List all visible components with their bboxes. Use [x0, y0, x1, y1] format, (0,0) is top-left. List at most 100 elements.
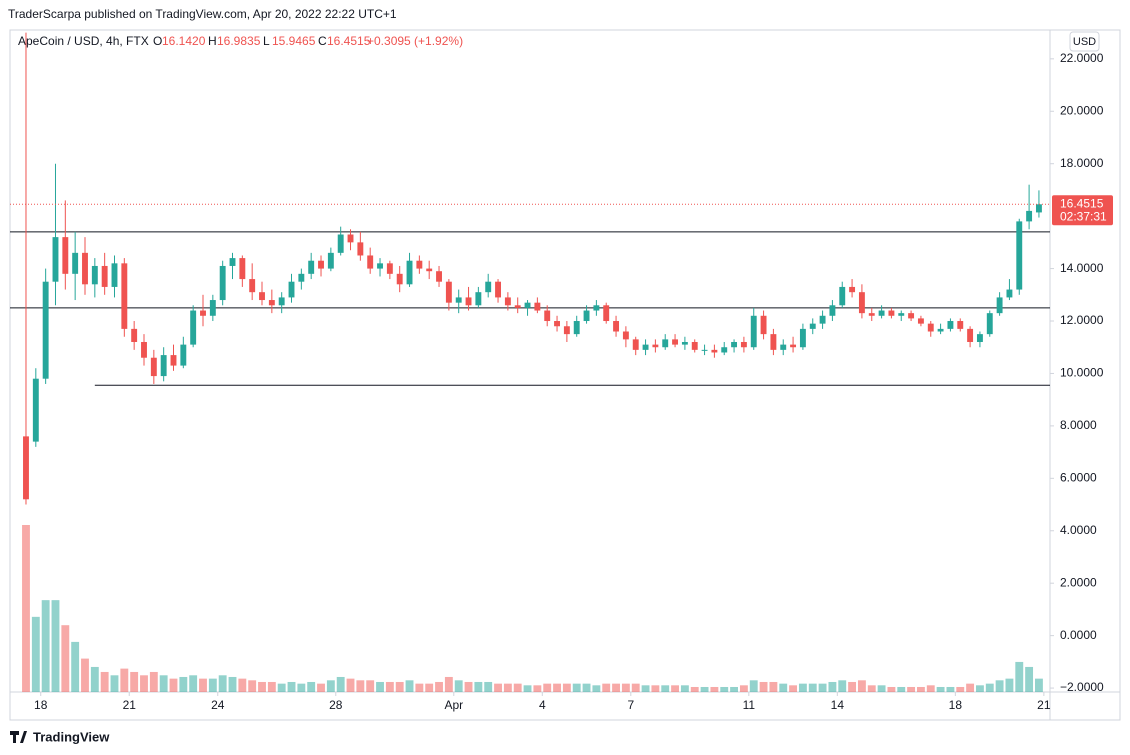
volume-bar [1005, 678, 1014, 692]
candle-body [160, 355, 167, 377]
candle-body [416, 260, 423, 269]
candle-body [554, 321, 560, 327]
volume-bar [356, 680, 365, 692]
candle-body [632, 339, 639, 350]
candle-body [986, 313, 993, 335]
currency[interactable]: USD [1073, 36, 1096, 48]
candle-body [967, 328, 974, 342]
candle-body [839, 286, 846, 306]
y-tick-label: 14.0000 [1060, 261, 1104, 275]
candle-body [386, 263, 393, 274]
volume-bar [523, 685, 532, 692]
ohlc-value: 16.9835 [217, 34, 261, 48]
candle-body [927, 323, 934, 332]
candle-body [514, 305, 521, 308]
candle-body [1026, 210, 1033, 222]
candle-body [740, 341, 747, 348]
candle-body [947, 321, 954, 329]
candle-body [396, 273, 403, 285]
volume-bar [454, 680, 463, 692]
volume-bar [366, 680, 375, 692]
x-tick-label: 28 [329, 698, 343, 712]
volume-bar [81, 658, 89, 692]
candle-body [1016, 221, 1023, 290]
volume-bar [838, 680, 847, 692]
y-tick-label: 0.0000 [1060, 628, 1097, 642]
y-tick-label: 12.0000 [1060, 313, 1104, 327]
candle-body [573, 321, 580, 335]
volume-bar [828, 681, 837, 692]
candle-body [249, 279, 256, 293]
candle-body [209, 300, 216, 316]
candle-body [495, 281, 501, 298]
x-tick-label: 24 [211, 698, 225, 712]
volume-bar [22, 525, 30, 692]
candle-body [91, 265, 98, 285]
volume-bar [435, 681, 443, 692]
candle-body [485, 281, 492, 293]
volume-bar [317, 683, 325, 692]
volume-bar [159, 675, 168, 692]
volume-bar [956, 686, 965, 692]
candle-body [268, 300, 275, 306]
candle-body [23, 436, 29, 500]
candle-body [475, 292, 482, 306]
candle-body [829, 305, 836, 316]
volume-bar [779, 683, 788, 692]
candle-body [219, 265, 226, 301]
candle-body [1006, 289, 1013, 298]
volume-bar [966, 683, 975, 692]
volume-bar [326, 680, 335, 692]
currency-button[interactable] [1069, 31, 1100, 52]
volume-bar [395, 681, 404, 692]
volume-bar [759, 681, 768, 692]
candle-body [377, 263, 383, 269]
candle-body [868, 313, 875, 316]
candle-body [613, 321, 620, 332]
x-tick-label: 14 [831, 698, 845, 712]
volume-bar [818, 683, 827, 692]
candle-body [288, 281, 295, 298]
y-tick-label: 20.0000 [1060, 103, 1104, 117]
volume-bar [287, 681, 296, 692]
y-tick-label: 4.0000 [1060, 523, 1097, 537]
candle-body [298, 273, 305, 282]
candle-body [593, 305, 600, 311]
candle-body [878, 310, 885, 316]
volume-bar [228, 676, 237, 692]
candle-body [937, 328, 944, 332]
volume-bar [916, 686, 925, 692]
candle-body [642, 344, 649, 350]
candle-body [888, 310, 895, 316]
candle-body [52, 237, 59, 282]
candle-body [731, 341, 738, 348]
x-tick-label: 7 [627, 698, 634, 712]
candle-body [426, 268, 433, 272]
candle-body [662, 339, 669, 348]
volume-bar [503, 683, 512, 692]
candle-body [150, 357, 157, 377]
candle-body [652, 344, 659, 348]
candle-body [858, 292, 865, 314]
volume-bar [120, 668, 129, 692]
volume-bar [661, 685, 670, 692]
y-tick-label: 2.0000 [1060, 575, 1097, 589]
volume-bar [739, 685, 748, 692]
volume-bar [936, 686, 945, 692]
volume-bar [267, 681, 276, 692]
volume-bar [926, 685, 935, 692]
last-price-box [1052, 195, 1113, 226]
volume-bar [444, 676, 453, 692]
candle-body [101, 265, 108, 287]
logo-icon [10, 731, 27, 743]
volume-bar [494, 683, 502, 692]
volume-bar [897, 686, 906, 692]
volume-bar [474, 681, 483, 692]
volume-bar [572, 683, 581, 692]
volume-bar [848, 681, 857, 692]
candle-body [180, 344, 187, 366]
volume-bar [385, 681, 394, 692]
volume-bar [464, 681, 473, 692]
